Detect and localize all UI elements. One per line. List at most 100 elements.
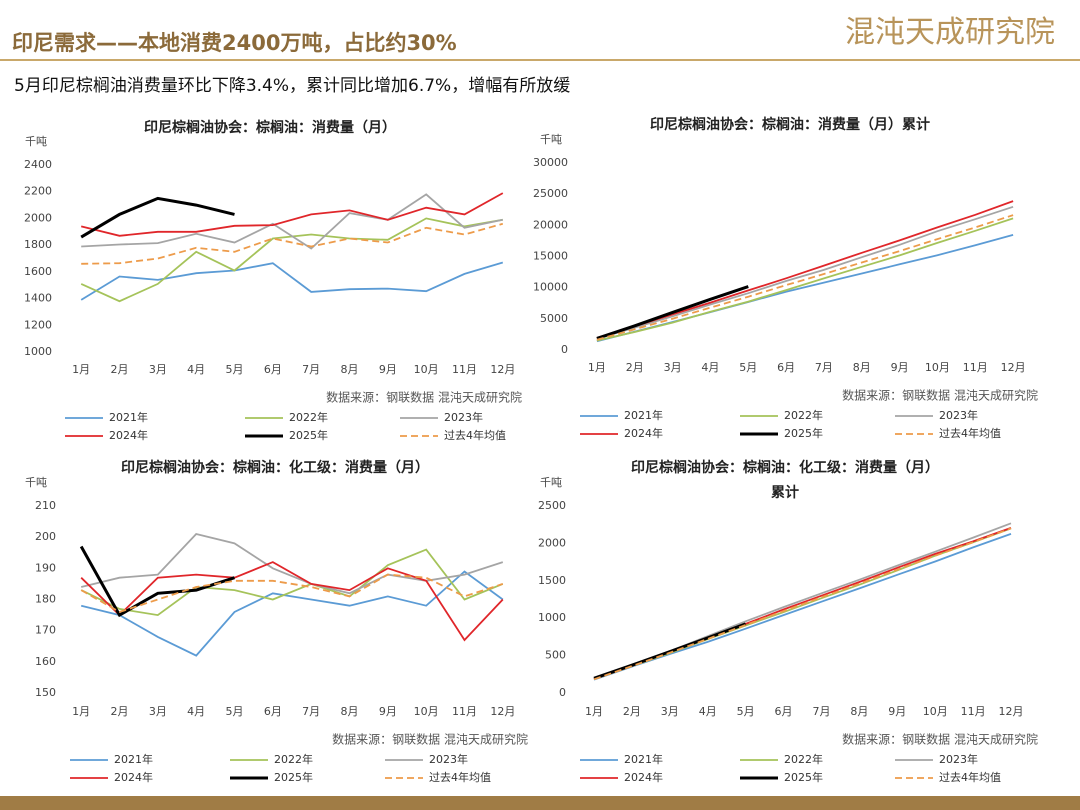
x-tick-label: 8月 — [853, 361, 871, 374]
series-line — [596, 205, 1014, 340]
x-tick-label: 1月 — [585, 705, 603, 718]
series-line — [596, 200, 1014, 339]
x-tick-label: 10月 — [414, 705, 439, 718]
legend-label: 2023年 — [429, 752, 468, 766]
x-tick-label: 10月 — [414, 363, 439, 376]
unit-label: 千吨 — [25, 135, 47, 148]
series-line — [80, 570, 504, 657]
y-tick-label: 20000 — [533, 218, 568, 231]
series-line — [79, 545, 235, 618]
y-tick-label: 150 — [35, 686, 56, 699]
y-tick-label: 190 — [35, 561, 56, 574]
series-line — [81, 222, 504, 265]
legend-label: 2021年 — [109, 410, 148, 424]
x-tick-label: 1月 — [588, 361, 606, 374]
x-tick-label: 6月 — [777, 361, 795, 374]
legend-label: 2021年 — [624, 752, 663, 766]
x-tick-label: 3月 — [149, 363, 167, 376]
x-tick-label: 2月 — [623, 705, 641, 718]
x-tick-label: 11月 — [452, 363, 477, 376]
series-line — [596, 285, 749, 340]
x-tick-label: 11月 — [963, 361, 988, 374]
x-tick-label: 3月 — [664, 361, 682, 374]
chart-title: 印尼棕榈油协会：棕榈油：消费量（月）累计 — [650, 116, 930, 133]
x-tick-label: 5月 — [739, 361, 757, 374]
series-line — [596, 217, 1014, 342]
y-tick-label: 1200 — [24, 318, 52, 331]
x-tick-label: 2月 — [111, 363, 129, 376]
x-tick-label: 9月 — [379, 705, 397, 718]
y-tick-label: 1400 — [24, 292, 52, 305]
subtitle: 5月印尼棕榈油消费量环比下降3.4%，累计同比增加6.7%，增幅有所放缓 — [14, 76, 570, 96]
y-tick-label: 2000 — [538, 536, 566, 549]
y-tick-label: 180 — [35, 593, 56, 606]
y-tick-label: 2500 — [538, 499, 566, 512]
y-tick-label: 1000 — [24, 345, 52, 358]
x-tick-label: 3月 — [661, 705, 679, 718]
y-tick-label: 160 — [35, 655, 56, 668]
source-note: 数据来源：钢联数据 混沌天成研究院 — [842, 732, 1038, 747]
y-tick-label: 170 — [35, 624, 56, 637]
x-tick-label: 8月 — [850, 705, 868, 718]
x-tick-label: 12月 — [1001, 361, 1026, 374]
y-tick-label: 200 — [35, 530, 56, 543]
x-tick-label: 2月 — [111, 705, 129, 718]
legend-label: 2025年 — [289, 428, 328, 442]
legend-label: 2025年 — [784, 426, 823, 440]
x-tick-label: 3月 — [149, 705, 167, 718]
legend-label: 2024年 — [624, 770, 663, 784]
x-tick-label: 1月 — [72, 363, 90, 376]
legend-label: 2022年 — [784, 408, 823, 422]
series-line — [80, 261, 504, 301]
source-note: 数据来源：钢联数据 混沌天成研究院 — [842, 388, 1038, 403]
y-tick-label: 1500 — [538, 574, 566, 587]
x-tick-label: 6月 — [264, 705, 282, 718]
chart-title: 印尼棕榈油协会：棕榈油：化工级：消费量（月） — [631, 459, 939, 476]
x-tick-label: 6月 — [264, 363, 282, 376]
logo: 混沌天成研究院 — [845, 15, 1055, 50]
x-tick-label: 8月 — [341, 363, 359, 376]
x-tick-label: 11月 — [452, 705, 477, 718]
series-line — [80, 548, 504, 617]
series-line — [80, 533, 504, 595]
series-line — [80, 561, 504, 642]
legend-label: 2022年 — [289, 410, 328, 424]
x-tick-label: 10月 — [923, 705, 948, 718]
page-title: 印尼需求——本地消费2400万吨，占比约30% — [12, 31, 457, 55]
y-tick-label: 2200 — [24, 185, 52, 198]
legend-label: 2024年 — [624, 426, 663, 440]
legend-label: 2023年 — [444, 410, 483, 424]
x-tick-label: 9月 — [379, 363, 397, 376]
legend-label: 2022年 — [274, 752, 313, 766]
x-tick-label: 7月 — [815, 361, 833, 374]
x-tick-label: 2月 — [626, 361, 644, 374]
x-tick-label: 10月 — [925, 361, 950, 374]
x-tick-label: 11月 — [961, 705, 986, 718]
series-line — [80, 192, 504, 237]
series-line — [80, 573, 504, 613]
unit-label: 千吨 — [540, 476, 562, 489]
legend-label: 2023年 — [939, 408, 978, 422]
y-tick-label: 15000 — [533, 250, 568, 263]
footer-bar — [0, 796, 1080, 810]
x-tick-label: 7月 — [302, 705, 320, 718]
x-tick-label: 12月 — [490, 363, 515, 376]
x-tick-label: 7月 — [302, 363, 320, 376]
legend-label: 过去4年均值 — [429, 770, 491, 784]
series-line — [596, 214, 1014, 341]
legend-label: 过去4年均值 — [444, 428, 506, 442]
series-line — [81, 193, 503, 250]
legend-label: 过去4年均值 — [939, 770, 1001, 784]
legend-label: 2023年 — [939, 752, 978, 766]
legend-label: 2024年 — [109, 428, 148, 442]
legend-label: 2021年 — [624, 408, 663, 422]
legend-label: 2022年 — [784, 752, 823, 766]
chart-title: 印尼棕榈油协会：棕榈油：化工级：消费量（月） — [121, 459, 429, 476]
chart-title: 印尼棕榈油协会：棕榈油：消费量（月） — [144, 119, 396, 136]
legend-label: 2021年 — [114, 752, 153, 766]
x-tick-label: 6月 — [775, 705, 793, 718]
y-tick-label: 0 — [561, 343, 568, 356]
x-tick-label: 5月 — [226, 363, 244, 376]
